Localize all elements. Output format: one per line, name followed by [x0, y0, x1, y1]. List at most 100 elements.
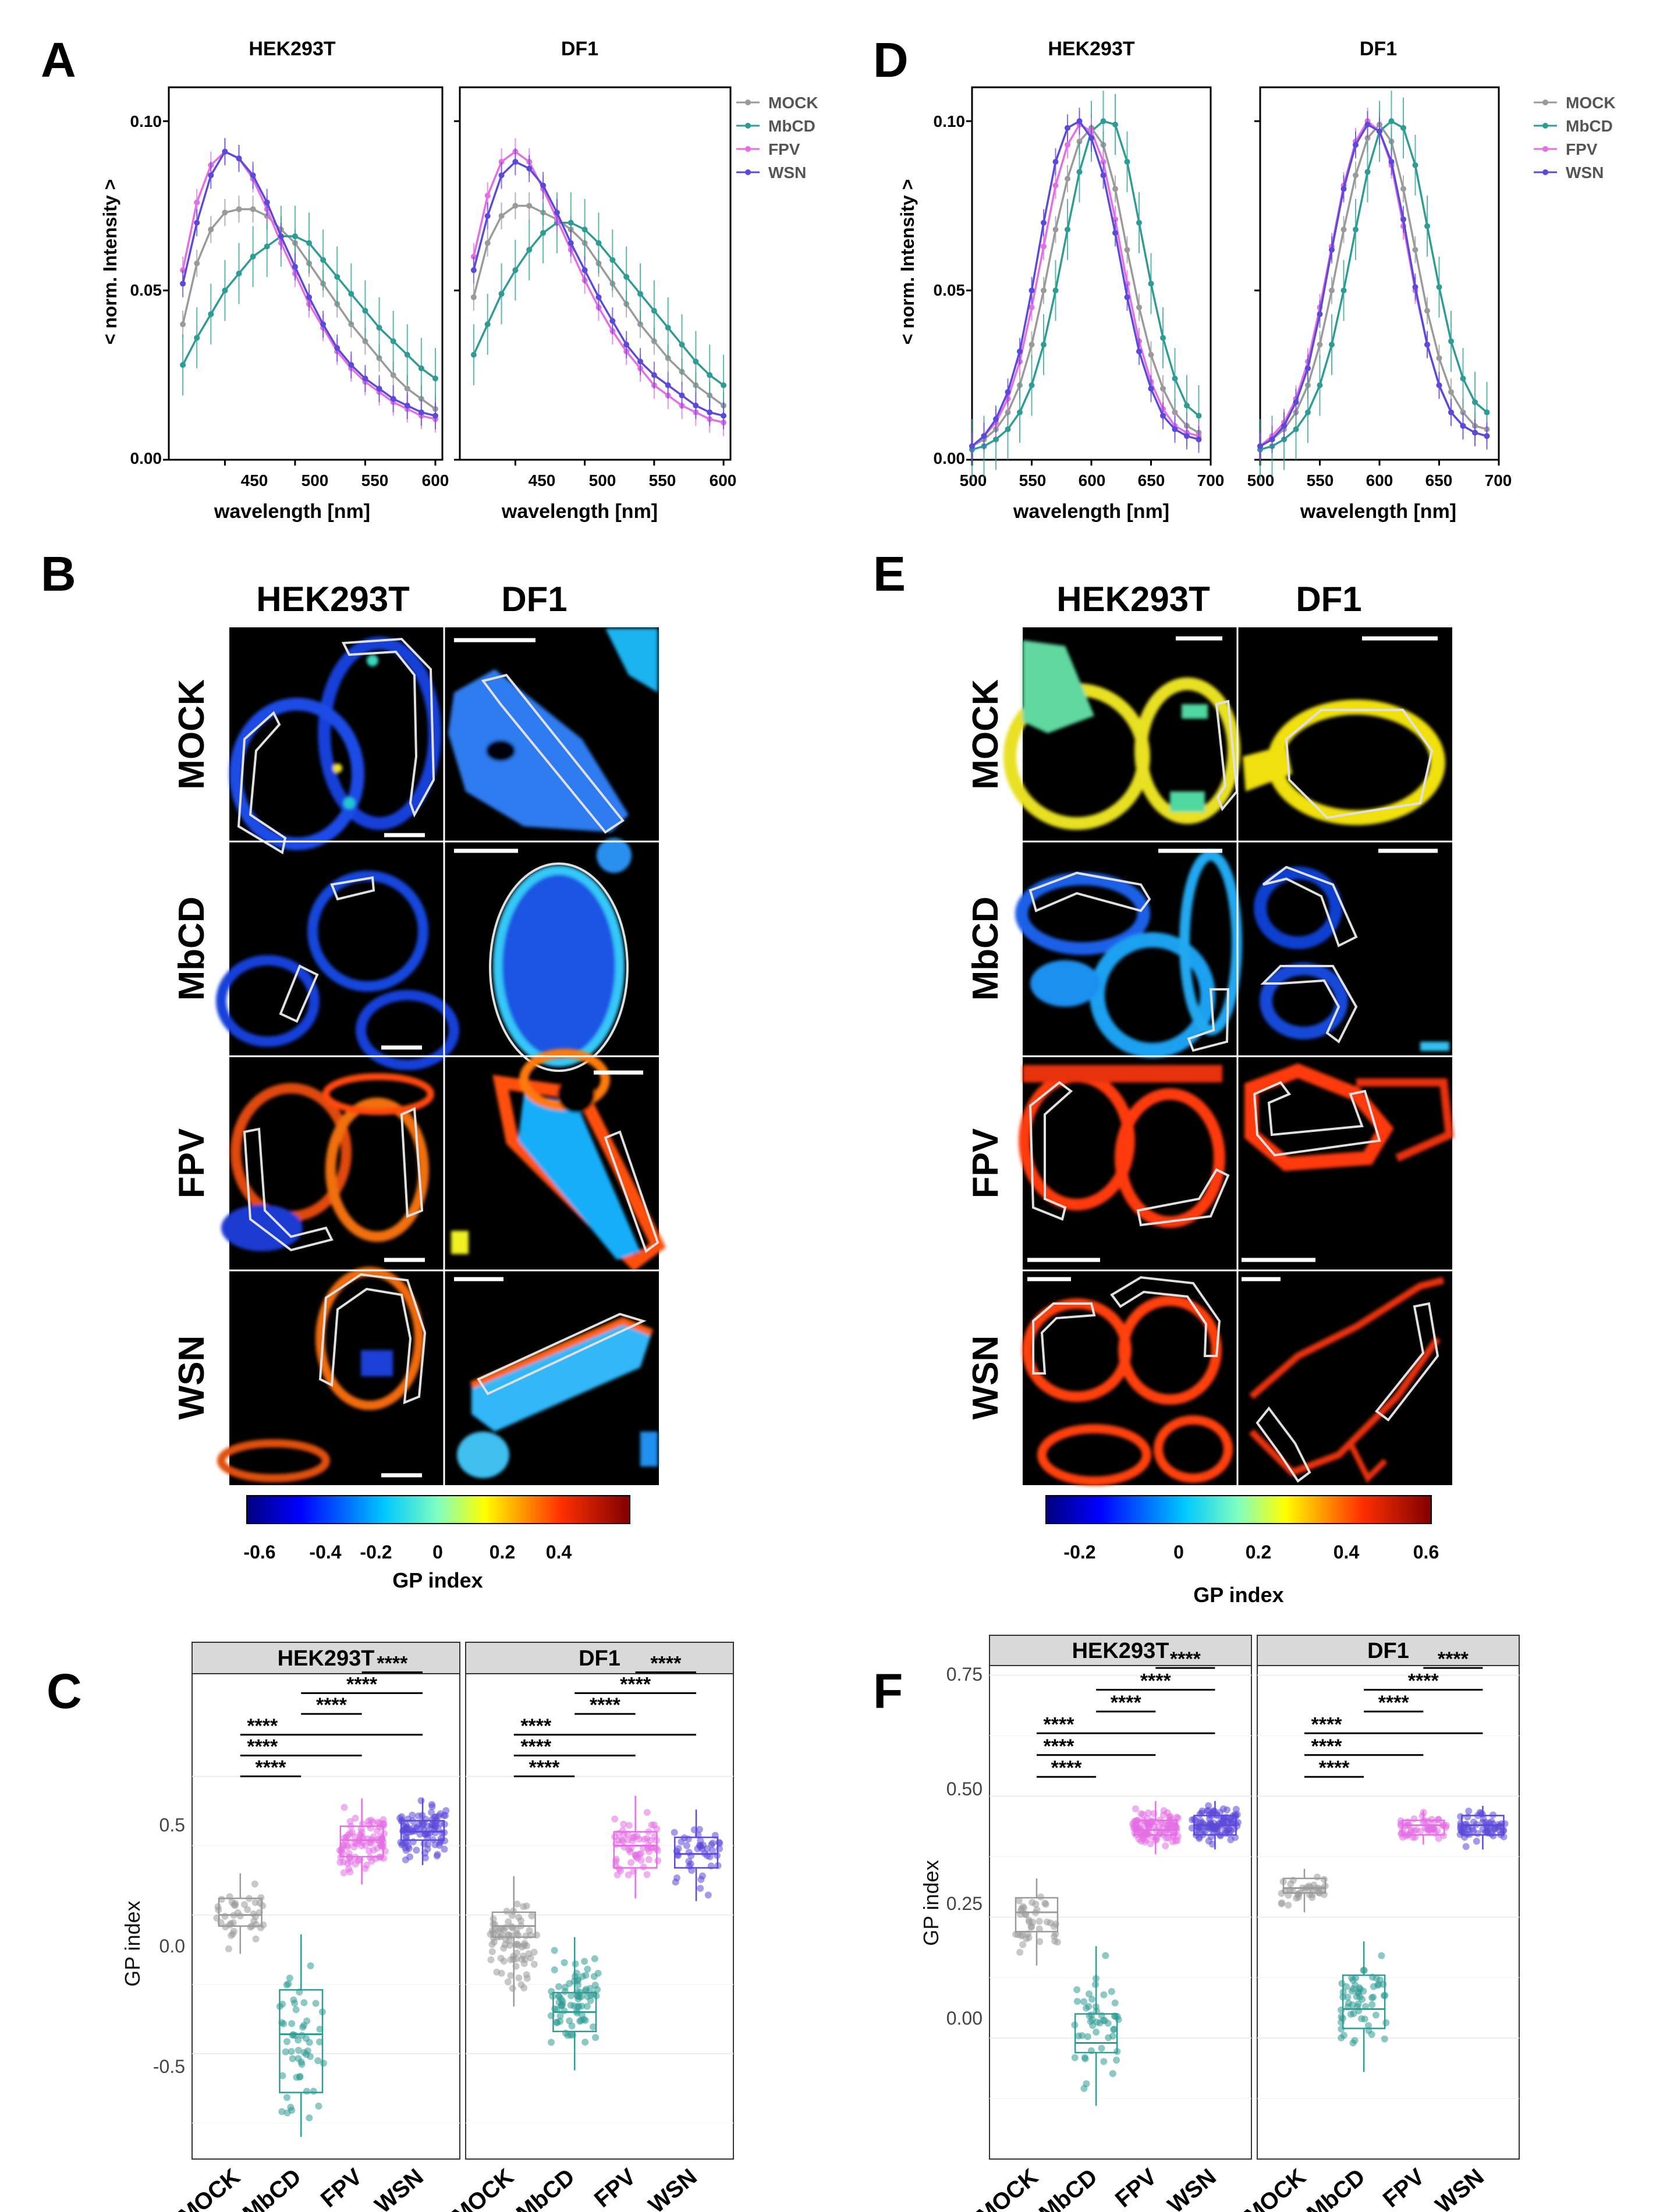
xtick-d0-550: 550 — [1019, 471, 1047, 489]
point-a-hek293t-mock-1 — [194, 260, 200, 267]
jitter-c-hek293t-mbcd-46 — [278, 2108, 286, 2115]
micrograph-b-mbcd-df1 — [454, 838, 632, 1072]
series-line-d-df1-mock — [1260, 123, 1487, 448]
colorbar-b — [246, 1495, 630, 1524]
point-d-df1-wsn-6 — [1329, 247, 1335, 253]
point-d-df1-wsn-19 — [1484, 433, 1490, 439]
point-d-hek293t-fpv-8 — [1065, 141, 1070, 148]
sig-label-c-hek293t-1: **** — [247, 1736, 278, 1758]
roi-e-mbcd-hek-1 — [1028, 871, 1151, 913]
ytick-d-005: 0.05 — [934, 281, 966, 299]
jitter-f-hek293t-mbcd-1 — [1080, 1998, 1088, 2005]
jitter-c-hek293t-fpv-77 — [381, 1830, 388, 1837]
cell-b-wsn-df1-corner — [640, 1432, 658, 1467]
jitter-c-hek293t-mbcd-53 — [304, 2047, 311, 2055]
micrograph-e-wsn-hek293t — [1022, 1276, 1233, 1486]
jitter-f-df1-mbcd-51 — [1354, 2000, 1362, 2008]
jitter-c-hek293t-mbcd-13 — [282, 2048, 289, 2055]
jitter-c-hek293t-mbcd-54 — [293, 2073, 300, 2081]
point-d-hek293t-mbcd-11 — [1100, 118, 1106, 125]
xtick-c1-wsn: WSN — [644, 2164, 702, 2212]
series-line-d-hek293t-mbcd — [971, 120, 1200, 451]
ytick-f-0.00: 0.00 — [946, 2008, 983, 2029]
jitter-c-df1-fpv-53 — [626, 1848, 634, 1856]
jitter-c-df1-mbcd-66 — [581, 2016, 589, 2024]
jitter-c-hek293t-mbcd-19 — [306, 2114, 313, 2122]
jitter-f-df1-mock-23 — [1321, 1876, 1328, 1883]
boxplot-f-df1: ************************ — [1257, 1648, 1520, 2160]
jitter-c-df1-mock-68 — [488, 1941, 496, 1948]
jitter-c-df1-mock-66 — [504, 1978, 512, 1986]
xtick-a1-550: 550 — [649, 471, 676, 489]
row-label-b-wsn: WSN — [172, 1336, 212, 1420]
jitter-f-df1-fpv-43 — [1430, 1826, 1438, 1833]
point-d-hek293t-wsn-8 — [1065, 125, 1070, 131]
point-a-df1-mbcd-2 — [498, 290, 505, 297]
point-d-df1-mbcd-15 — [1436, 284, 1442, 290]
point-a-df1-mock-3 — [512, 203, 519, 209]
cell-b-fpv-hek-2 — [325, 1098, 429, 1242]
sig-label-f-df1-4: **** — [1408, 1670, 1439, 1692]
sig-label-c-df1-4: **** — [620, 1673, 651, 1695]
micrograph-b-fpv-hek293t — [221, 1073, 434, 1262]
point-d-df1-mock-15 — [1436, 355, 1442, 361]
ytick-c-minus0.5: -0.5 — [153, 2056, 185, 2077]
roi-e-mbcd-hek-2 — [1187, 988, 1230, 1052]
xtick-a0-550: 550 — [361, 471, 389, 489]
point-d-df1-wsn-15 — [1436, 382, 1442, 388]
colorbar-b-label: GP index — [392, 1568, 483, 1592]
jitter-c-hek293t-mbcd-29 — [288, 2048, 295, 2055]
jitter-f-df1-mbcd-16 — [1344, 1993, 1352, 2001]
point-a-df1-mbcd-13 — [651, 308, 657, 314]
point-a-hek293t-wsn-16 — [404, 402, 410, 409]
cell-e-mbcd-hek-2 — [1090, 932, 1215, 1058]
point-a-hek293t-mbcd-4 — [236, 271, 242, 276]
roi-b-mock-hek-2 — [237, 711, 287, 855]
jitter-c-hek293t-fpv-72 — [351, 1833, 359, 1841]
point-a-df1-mbcd-4 — [526, 247, 533, 253]
jitter-f-df1-wsn-56 — [1483, 1828, 1491, 1835]
jitter-f-hek293t-wsn-87 — [1219, 1819, 1226, 1826]
point-a-df1-mbcd-18 — [721, 382, 727, 388]
point-d-hek293t-mbcd-4 — [1017, 409, 1023, 416]
roi-b-mbcd-hek-2 — [279, 964, 319, 1023]
jitter-c-df1-mock-77 — [500, 1926, 508, 1933]
jitter-f-hek293t-fpv-83 — [1169, 1838, 1176, 1845]
ytick-d-000: 0.00 — [934, 449, 966, 467]
strip-f-df1-label: DF1 — [1367, 1639, 1409, 1663]
jitter-c-df1-mock-64 — [490, 1934, 497, 1942]
point-d-df1-wsn-18 — [1472, 429, 1478, 436]
jitter-c-hek293t-fpv-49 — [357, 1826, 365, 1833]
jitter-c-hek293t-wsn-79 — [424, 1823, 431, 1830]
point-d-df1-wsn-13 — [1412, 284, 1418, 290]
jitter-c-df1-mock-79 — [515, 1974, 523, 1982]
series-line-d-hek293t-mock — [971, 126, 1200, 448]
row-label-b-fpv: FPV — [172, 1128, 212, 1199]
cell-b-mbcd-df1 — [498, 870, 620, 1062]
sig-label-f-df1-5: **** — [1438, 1648, 1469, 1670]
point-d-df1-mbcd-18 — [1472, 399, 1478, 406]
point-d-hek293t-mbcd-16 — [1160, 335, 1166, 341]
sig-label-c-hek293t-3: **** — [316, 1694, 347, 1716]
jitter-c-hek293t-mock-28 — [230, 1927, 237, 1935]
point-a-hek293t-wsn-12 — [348, 362, 354, 368]
point-a-df1-wsn-0 — [470, 267, 477, 274]
cell-e-mbcd-df1-3 — [1420, 1042, 1449, 1051]
jitter-c-hek293t-mock-32 — [225, 1945, 232, 1952]
jitter-f-hek293t-fpv-99 — [1167, 1821, 1175, 1828]
point-a-df1-wsn-18 — [721, 413, 727, 419]
cell-e-wsn-hek-3 — [1037, 1424, 1151, 1486]
cell-e-mbcd-hek-4 — [1030, 960, 1100, 1007]
spot-b-fpv-df1-yellow — [451, 1231, 469, 1254]
point-a-df1-wsn-13 — [651, 372, 657, 378]
legend-a-wsn: WSN — [768, 164, 806, 182]
panel-letter-b: B — [41, 546, 76, 601]
xticks-c: MOCK MbCD FPV WSN MOCK MbCD FPV WSN — [174, 2164, 702, 2212]
point-a-hek293t-wsn-17 — [418, 409, 424, 416]
jitter-c-df1-mock-75 — [493, 1968, 501, 1976]
jitter-f-hek293t-mbcd-0 — [1073, 1986, 1081, 1993]
point-d-hek293t-wsn-16 — [1160, 413, 1166, 419]
jitter-f-hek293t-mock-26 — [1042, 1901, 1049, 1908]
jitter-c-df1-mbcd-23 — [592, 2034, 600, 2041]
point-d-df1-mbcd-12 — [1400, 125, 1406, 131]
